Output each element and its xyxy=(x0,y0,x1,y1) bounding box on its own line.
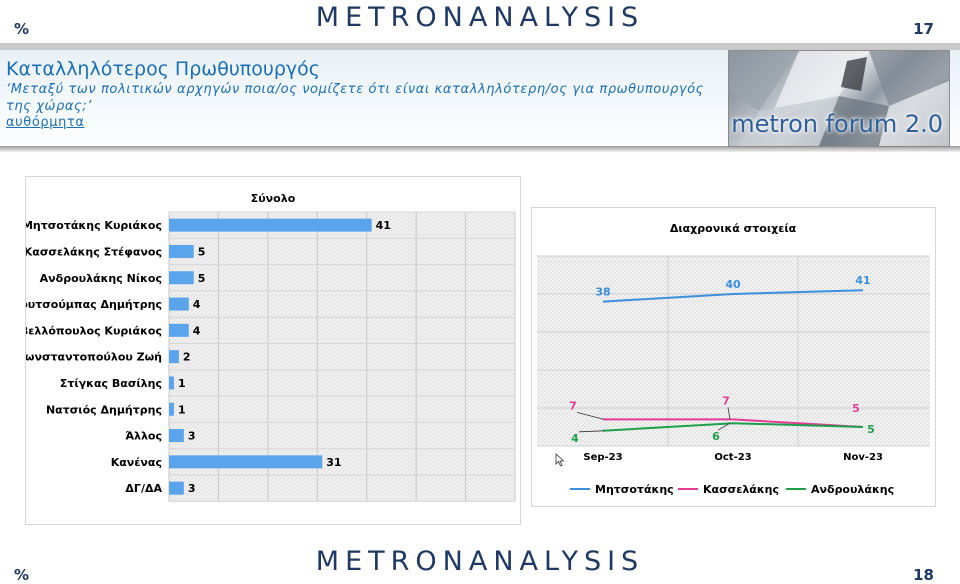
slide-title: Καταλληλότερος Πρωθυπουργός xyxy=(6,58,320,80)
bar xyxy=(169,376,174,390)
forum-photo: metron forum 2.0 xyxy=(728,50,950,147)
series-line xyxy=(602,289,864,303)
bar xyxy=(169,244,194,258)
line-chart-panel: Διαχρονικά στοιχεία Sep-23 Oct-23 Nov-23 38… xyxy=(531,207,936,507)
bar xyxy=(169,481,184,495)
bar-category-label: Κουτσούμπας Δημήτρης xyxy=(26,298,162,311)
bar-value-label: 3 xyxy=(188,430,196,443)
data-label: 5 xyxy=(852,402,860,415)
bar xyxy=(169,218,372,232)
bar-category-label: Στίγκας Βασίλης xyxy=(60,377,162,390)
page-number: 17 xyxy=(913,20,934,38)
data-label: 6 xyxy=(712,430,720,443)
bar-category-label: ΔΓ/ΔΑ xyxy=(125,482,162,495)
data-label: 38 xyxy=(595,286,610,299)
bar-chart-title: Σύνολο xyxy=(251,192,296,205)
survey-question: ‘Μεταξύ των πολιτικών αρχηγών ποια/ος νο… xyxy=(6,82,704,114)
bar-category-label: Κωνσταντοπούλου Ζωή xyxy=(26,351,162,364)
bar-value-label: 2 xyxy=(183,351,191,364)
bar-value-label: 41 xyxy=(376,219,391,232)
data-label: 7 xyxy=(569,399,577,412)
brand-logo: METRONANALYSIS xyxy=(0,2,960,33)
brand-logo-right: ANALYSIS xyxy=(468,2,645,33)
bar xyxy=(169,429,184,443)
line-chart-title: Διαχρονικά στοιχεία xyxy=(670,222,797,235)
data-label: 5 xyxy=(867,423,875,436)
next-brand-logo-right: ANALYSIS xyxy=(468,546,645,577)
bar-value-label: 5 xyxy=(198,272,206,285)
bar-value-label: 3 xyxy=(188,482,196,495)
next-brand-logo-left: METRON xyxy=(315,546,469,577)
bar-category-label: Νατσιός Δημήτρης xyxy=(46,403,162,416)
bar xyxy=(169,402,174,416)
bar-category-label: Κασσελάκης Στέφανος xyxy=(26,245,162,258)
line-plot-area xyxy=(537,256,930,446)
bar xyxy=(169,323,189,337)
photo-caption: metron forum 2.0 xyxy=(731,110,943,138)
bar-value-label: 4 xyxy=(193,298,201,311)
bar-plot-area xyxy=(169,212,515,502)
data-label: 7 xyxy=(722,394,730,407)
bar-category-label: Ανδρουλάκης Νίκος xyxy=(40,272,162,285)
leader-line xyxy=(727,407,731,420)
data-label: 40 xyxy=(725,278,741,291)
leader-line xyxy=(578,430,605,433)
next-brand-logo: METRONANALYSIS xyxy=(0,546,960,577)
bar xyxy=(169,350,179,364)
brand-logo-left: METRON xyxy=(315,2,469,33)
data-label: 41 xyxy=(855,274,870,287)
spontaneous-link[interactable]: αυθόρμητα xyxy=(6,115,85,130)
bar-value-label: 31 xyxy=(326,456,341,469)
percent-sign: % xyxy=(14,20,30,38)
mouse-cursor-icon xyxy=(555,453,565,467)
leader-line xyxy=(717,422,731,431)
next-page-number: 18 xyxy=(913,566,934,584)
data-label: 4 xyxy=(571,432,579,445)
legend-label: Μητσοτάκης xyxy=(595,483,674,496)
banner-shadow xyxy=(0,146,960,152)
leader-line xyxy=(576,412,605,420)
x-tick-label: Sep-23 xyxy=(583,452,622,463)
bar-category-label: Βελλόπουλος Κυριάκος xyxy=(26,324,162,337)
legend-label: Ανδρουλάκης xyxy=(811,483,894,496)
series-line xyxy=(602,422,864,432)
bar-category-label: Μητσοτάκης Κυριάκος xyxy=(26,219,162,232)
photo-pattern xyxy=(729,51,949,146)
line-chart: Διαχρονικά στοιχεία Sep-23 Oct-23 Nov-23 38… xyxy=(537,222,930,496)
bar-value-label: 1 xyxy=(178,377,186,390)
bar-value-label: 4 xyxy=(193,324,201,337)
x-tick-label: Nov-23 xyxy=(843,452,883,463)
legend-label: Κασσελάκης xyxy=(703,483,779,496)
x-tick-label: Oct-23 xyxy=(714,452,751,463)
bar-category-label: Κανένας xyxy=(111,456,162,469)
next-percent-sign: % xyxy=(14,566,30,584)
bar-value-label: 1 xyxy=(178,403,186,416)
bar xyxy=(169,271,194,285)
bar-chart-panel: Σύνολο Μητσοτάκης Κυριάκος 41 Κασσελάκης Σ… xyxy=(12,176,521,525)
bar-value-label: 5 xyxy=(198,245,206,258)
bar xyxy=(169,455,323,469)
bar-category-label: Άλλος xyxy=(125,430,162,443)
bar xyxy=(169,297,189,311)
series-line xyxy=(603,418,864,428)
